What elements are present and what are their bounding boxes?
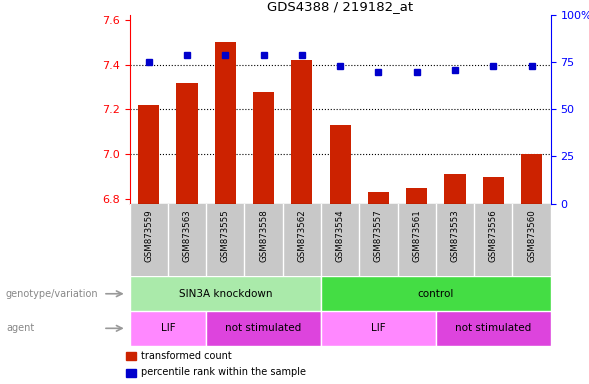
Text: GSM873562: GSM873562 <box>297 209 306 262</box>
Bar <box>206 311 321 346</box>
Text: GSM873553: GSM873553 <box>451 209 459 262</box>
Bar <box>368 192 389 204</box>
Bar <box>330 125 350 204</box>
Bar <box>436 311 551 346</box>
Text: percentile rank within the sample: percentile rank within the sample <box>141 367 306 377</box>
Text: GSM873555: GSM873555 <box>221 209 230 262</box>
Text: transformed count: transformed count <box>141 351 231 361</box>
Text: GSM873561: GSM873561 <box>412 209 421 262</box>
Bar <box>445 174 465 204</box>
Bar <box>215 42 236 204</box>
Text: GSM873554: GSM873554 <box>336 209 345 262</box>
Bar <box>130 276 321 311</box>
Text: LIF: LIF <box>371 323 386 333</box>
Bar <box>292 60 312 204</box>
Bar <box>321 311 436 346</box>
Bar <box>483 177 504 204</box>
Text: GSM873563: GSM873563 <box>183 209 191 262</box>
Bar <box>253 91 274 204</box>
Text: LIF: LIF <box>161 323 175 333</box>
Bar <box>138 105 159 204</box>
Bar <box>321 276 551 311</box>
Bar <box>130 311 206 346</box>
Text: SIN3A knockdown: SIN3A knockdown <box>178 289 272 299</box>
Text: GSM873556: GSM873556 <box>489 209 498 262</box>
Text: GSM873559: GSM873559 <box>144 209 153 262</box>
Bar <box>127 369 136 377</box>
Bar <box>406 188 427 204</box>
Title: GDS4388 / 219182_at: GDS4388 / 219182_at <box>267 0 413 13</box>
Text: not stimulated: not stimulated <box>455 323 531 333</box>
Text: GSM873560: GSM873560 <box>527 209 536 262</box>
Bar <box>177 83 197 204</box>
Text: agent: agent <box>6 323 34 333</box>
Bar <box>521 154 542 204</box>
Text: genotype/variation: genotype/variation <box>6 289 98 299</box>
Text: not stimulated: not stimulated <box>226 323 302 333</box>
Bar <box>127 352 136 360</box>
Text: GSM873557: GSM873557 <box>374 209 383 262</box>
Text: GSM873558: GSM873558 <box>259 209 268 262</box>
Text: control: control <box>418 289 454 299</box>
